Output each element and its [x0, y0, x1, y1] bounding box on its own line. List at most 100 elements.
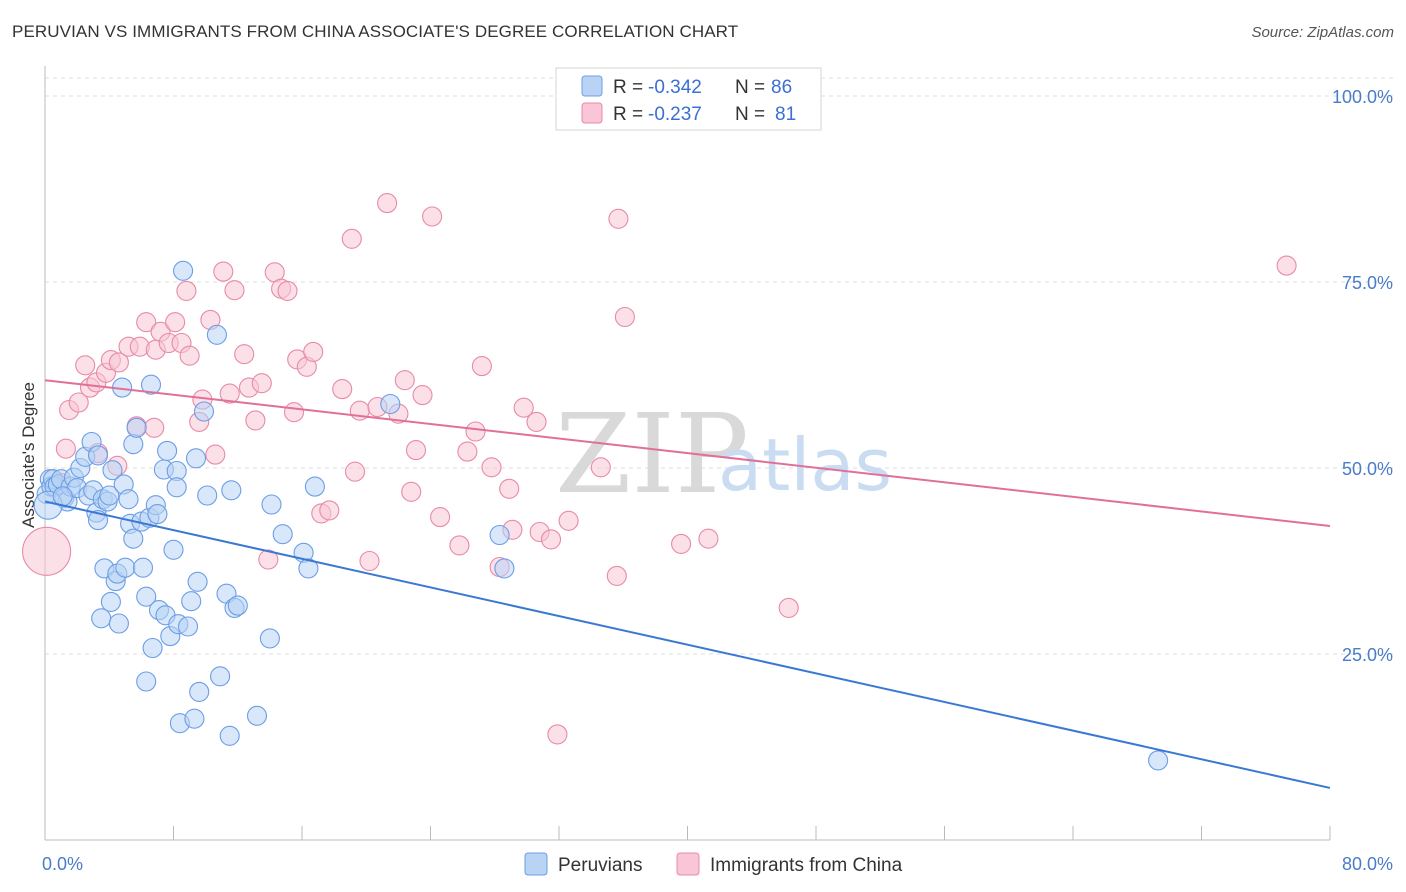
china-point [540, 529, 562, 550]
peruvians-point [102, 460, 123, 481]
china-point [526, 411, 547, 432]
china-point [547, 724, 568, 745]
china-point [377, 193, 398, 214]
peruvians-point [142, 637, 163, 659]
peruvians-point [189, 681, 210, 702]
china-point [449, 535, 470, 556]
china-point [245, 410, 266, 431]
china-point [22, 526, 72, 576]
peruvians-point [246, 705, 268, 726]
china-point [224, 280, 245, 301]
china-point [606, 565, 627, 586]
peruvians-point [140, 374, 162, 395]
source-label: Source: ZipAtlas.com [1251, 24, 1394, 41]
peruvians-point [380, 393, 401, 415]
peruvians-point [304, 476, 325, 497]
y-tick-label: 100.0% [1332, 87, 1393, 107]
y-axis-label: Associate's Degree [19, 382, 38, 528]
china-point [481, 457, 502, 478]
china-point [471, 356, 492, 377]
peruvians-point [136, 671, 157, 692]
legend-r-value-china: -0.237 [648, 104, 702, 125]
china-point [614, 306, 635, 328]
china-point [108, 352, 129, 373]
china-point [179, 345, 200, 366]
china-point [68, 392, 89, 413]
peruvians-point [494, 558, 515, 579]
peruvians-point [136, 586, 157, 607]
trend-line-china [44, 379, 1331, 528]
peruvians-point [181, 591, 202, 612]
china-point [671, 533, 692, 554]
china-point [283, 402, 305, 423]
china-point [165, 312, 186, 333]
peruvians-point [99, 485, 120, 506]
peruvians-point [185, 448, 207, 469]
trend-lines [44, 379, 1331, 789]
x-tick-label-min: 0.0% [42, 854, 83, 874]
china-point [258, 549, 279, 570]
trend-line-peruvians [44, 500, 1331, 789]
china-point [457, 441, 478, 462]
china-point [277, 280, 298, 301]
peruvians-point [100, 591, 121, 612]
china-point [303, 341, 324, 362]
peruvians-point [272, 524, 293, 545]
watermark-zip: ZIP [555, 390, 749, 518]
china-point [176, 280, 197, 301]
y-tick-label: 75.0% [1342, 273, 1393, 293]
china-point [698, 528, 719, 549]
series-legend: Peruvians Immigrants from China [524, 852, 903, 876]
china-point [499, 478, 520, 499]
china-point [341, 228, 362, 249]
peruvians-point [87, 445, 109, 466]
peruvians-point [157, 440, 178, 461]
peruvians-point [219, 725, 240, 746]
china-point [344, 461, 366, 482]
china-point [430, 507, 451, 528]
x-tick-label-max: 80.0% [1342, 854, 1393, 874]
legend-swatch-peruvians [581, 75, 603, 97]
china-point [558, 510, 579, 531]
legend-swatch-china [581, 102, 603, 124]
china-point [75, 355, 96, 376]
legend-r-label-2: R = [613, 104, 643, 125]
y-tick-labels: 25.0% 50.0% 75.0% 100.0% [1332, 87, 1393, 665]
peruvians-point [187, 571, 208, 592]
china-point [319, 500, 340, 521]
peruvians-point [173, 260, 194, 281]
peruvians-point [259, 628, 280, 649]
peruvians-point [206, 324, 227, 345]
bottom-legend-label-china: Immigrants from China [710, 855, 903, 876]
peruvians-point [184, 708, 205, 729]
china-point [405, 440, 427, 461]
china-point [332, 379, 353, 400]
peruvians-point [298, 558, 319, 579]
china-point [205, 444, 226, 465]
y-tick-label: 25.0% [1342, 645, 1393, 665]
legend-n-label-2: N = [735, 104, 765, 125]
china-point [778, 597, 799, 618]
peruvians-point [261, 494, 282, 515]
peruvians-point [132, 557, 154, 578]
china-point [213, 261, 234, 282]
watermark-atlas: atlas [718, 423, 892, 507]
peruvians-point [126, 417, 147, 438]
china-point [234, 344, 255, 365]
bottom-legend-swatch-china [676, 852, 700, 876]
y-tick-label: 50.0% [1342, 459, 1393, 479]
peruvians-point [115, 557, 136, 578]
series-peruvians-points [33, 260, 1169, 771]
peruvians-point [177, 616, 199, 637]
peruvians-point [163, 539, 184, 560]
peruvians-point [489, 524, 510, 546]
china-point [590, 457, 611, 478]
china-point [251, 373, 272, 394]
peruvians-point [91, 608, 112, 629]
axes [44, 66, 1331, 841]
legend-n-label-1: N = [735, 77, 765, 98]
china-point [144, 417, 165, 438]
china-point [465, 421, 486, 442]
legend-n-value-peruvians: 86 [771, 77, 792, 98]
